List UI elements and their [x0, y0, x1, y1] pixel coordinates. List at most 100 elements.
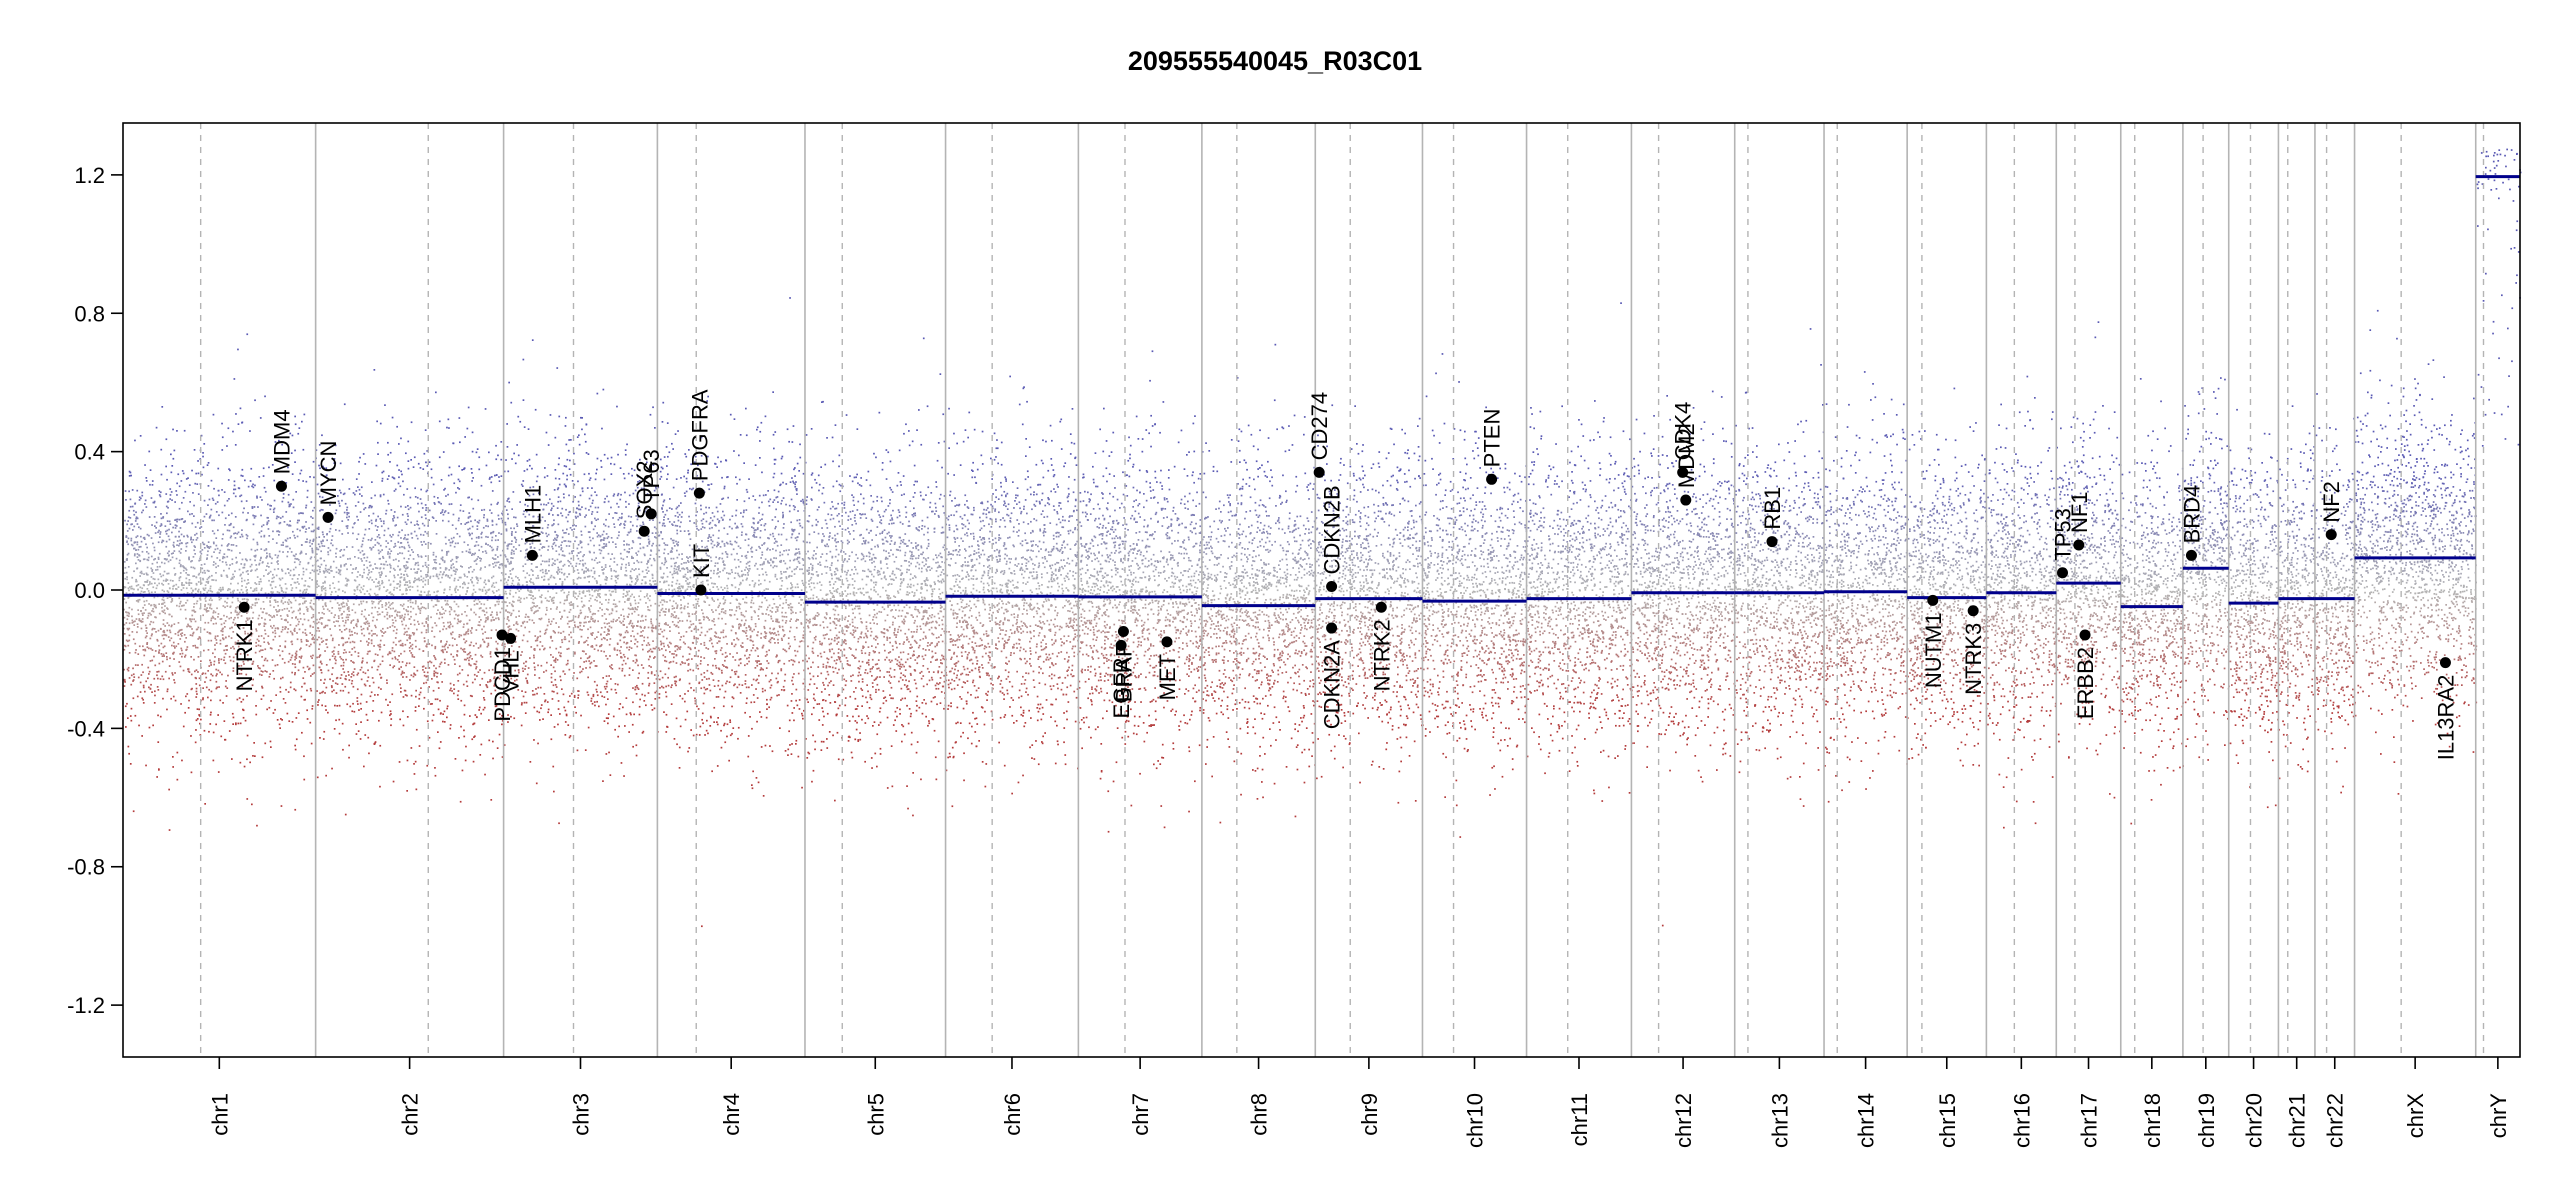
probe-point [251, 549, 253, 551]
probe-point [151, 610, 153, 612]
probe-point [193, 606, 195, 608]
probe-point [129, 652, 131, 654]
probe-point [219, 672, 221, 674]
probe-point [181, 534, 183, 536]
probe-point [163, 597, 165, 599]
probe-point [281, 588, 283, 590]
probe-point [306, 690, 308, 692]
probe-point [217, 468, 219, 470]
probe-point [290, 659, 292, 661]
probe-point [244, 480, 246, 482]
probe-point [138, 725, 140, 727]
probe-point [166, 533, 168, 535]
probe-point [166, 635, 168, 637]
probe-point [251, 564, 253, 566]
probe-point [185, 602, 187, 604]
probe-point [185, 572, 187, 574]
probe-point [189, 484, 191, 486]
probe-point [133, 638, 135, 640]
probe-point [310, 558, 312, 560]
probe-point [179, 606, 181, 608]
probe-point [242, 469, 244, 471]
probe-point [213, 414, 215, 416]
probe-point [306, 541, 308, 543]
probe-point [291, 657, 293, 659]
probe-point [297, 528, 299, 530]
probe-point [151, 524, 153, 526]
probe-point [163, 580, 165, 582]
probe-point [178, 634, 180, 636]
probe-point [282, 658, 284, 660]
probe-point [161, 643, 163, 645]
probe-point [167, 597, 169, 599]
probe-point [228, 588, 230, 590]
probe-point [169, 488, 171, 490]
probe-point [246, 592, 248, 594]
probe-point [275, 609, 277, 611]
probe-point [218, 686, 220, 688]
probe-point [295, 749, 297, 751]
probe-point [151, 556, 153, 558]
probe-point [197, 522, 199, 524]
probe-point [296, 632, 298, 634]
probe-point [186, 569, 188, 571]
probe-point [266, 597, 268, 599]
probe-point [250, 559, 252, 561]
probe-point [290, 584, 292, 586]
probe-point [246, 617, 248, 619]
probe-point [251, 569, 253, 571]
probe-point [175, 584, 177, 586]
probe-point [133, 676, 135, 678]
probe-point [294, 555, 296, 557]
probe-point [279, 551, 281, 553]
probe-point [312, 626, 314, 628]
probe-point [137, 696, 139, 698]
probe-point [204, 547, 206, 549]
probe-point [234, 485, 236, 487]
probe-point [128, 597, 130, 599]
probe-point [309, 542, 311, 544]
probe-point [299, 473, 301, 475]
probe-point [246, 538, 248, 540]
probe-point [209, 607, 211, 609]
probe-point [168, 614, 170, 616]
probe-point [142, 699, 144, 701]
probe-point [245, 558, 247, 560]
probe-point [258, 476, 260, 478]
probe-point [254, 605, 256, 607]
probe-point [216, 681, 218, 683]
probe-point [308, 562, 310, 564]
probe-point [161, 474, 163, 476]
probe-point [134, 548, 136, 550]
probe-point [312, 552, 314, 554]
probe-point [153, 611, 155, 613]
probe-point [218, 495, 220, 497]
probe-point [234, 378, 236, 380]
probe-point [312, 705, 314, 707]
probe-point [148, 451, 150, 453]
probe-point [191, 615, 193, 617]
probe-point [129, 622, 131, 624]
probe-point [131, 538, 133, 540]
probe-point [174, 450, 176, 452]
probe-point [291, 551, 293, 553]
probe-point [296, 625, 298, 627]
probe-point [294, 582, 296, 584]
probe-point [263, 608, 265, 610]
probe-point [152, 725, 154, 727]
probe-point [167, 552, 169, 554]
probe-point [215, 669, 217, 671]
probe-point [219, 552, 221, 554]
probe-point [181, 650, 183, 652]
probe-point [260, 548, 262, 550]
probe-point [181, 760, 183, 762]
probe-point [139, 645, 141, 647]
probe-point [171, 616, 173, 618]
probe-point [179, 519, 181, 521]
probe-point [234, 570, 236, 572]
probe-point [164, 609, 166, 611]
probe-point [294, 659, 296, 661]
probe-point [257, 544, 259, 546]
probe-point [216, 511, 218, 513]
probe-point [150, 688, 152, 690]
